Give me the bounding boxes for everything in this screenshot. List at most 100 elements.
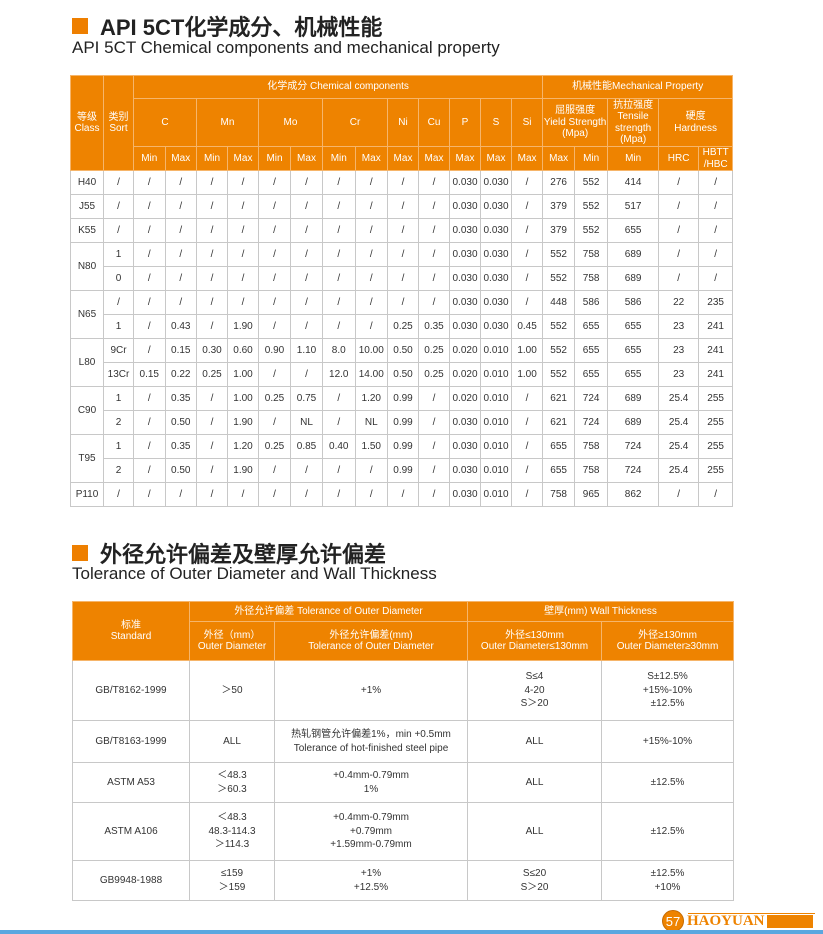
value-cell: / xyxy=(290,458,323,483)
value-cell: 655 xyxy=(607,338,660,363)
value-cell: 241 xyxy=(698,338,734,363)
value-cell: 0.99 xyxy=(387,410,419,435)
value-cell: 724 xyxy=(607,434,660,459)
value-cell: / xyxy=(510,218,544,243)
header-wall-le130: 外径≤130mm Outer Diameter≤130mm xyxy=(467,621,603,661)
value-cell: / xyxy=(290,170,323,195)
value-cell: / xyxy=(133,458,166,483)
value-cell: 724 xyxy=(574,410,609,435)
value-cell: / xyxy=(196,290,228,315)
value-cell: / xyxy=(258,362,291,387)
value-cell: / xyxy=(322,482,356,507)
header-element: Mo xyxy=(258,98,323,147)
value-cell: / xyxy=(258,194,291,219)
header-sub: Max xyxy=(542,146,576,171)
value-cell: 0.030 xyxy=(449,170,481,195)
value-cell: 0.43 xyxy=(164,314,197,339)
value-cell: 1.20 xyxy=(354,386,388,411)
value-cell: 0.030 xyxy=(449,194,481,219)
value-cell: 1.90 xyxy=(227,314,259,339)
value-cell: 1.90 xyxy=(227,458,259,483)
value-cell: / xyxy=(258,242,291,267)
value-cell: 758 xyxy=(574,242,609,267)
value-cell: 0.030 xyxy=(449,218,481,243)
value-cell: 0.010 xyxy=(480,410,512,435)
value-cell: / xyxy=(133,242,166,267)
value-cell: / xyxy=(510,410,544,435)
value-cell: 0.85 xyxy=(290,434,323,459)
value-cell: / xyxy=(322,194,356,219)
value-cell: / xyxy=(103,482,134,507)
value-cell: 0.45 xyxy=(510,314,544,339)
value-cell: 1 xyxy=(103,242,134,267)
value-cell: / xyxy=(196,266,228,291)
value-cell: 552 xyxy=(574,170,609,195)
value-cell: 1.50 xyxy=(354,434,388,459)
value-cell: / xyxy=(290,362,323,387)
value-cell: / xyxy=(196,170,228,195)
value-cell: S≤4 4-20 S＞20 xyxy=(467,660,603,721)
value-cell: / xyxy=(133,410,166,435)
value-cell: 655 xyxy=(542,458,576,483)
value-cell: / xyxy=(290,194,323,219)
value-cell: 0.15 xyxy=(133,362,166,387)
value-cell: 0.50 xyxy=(164,458,197,483)
value-cell: 621 xyxy=(542,386,576,411)
value-cell: 0.030 xyxy=(480,194,512,219)
value-cell: / xyxy=(290,290,323,315)
value-cell: / xyxy=(133,338,166,363)
section1-title: API 5CT化学成分、机械性能 xyxy=(72,10,382,42)
value-cell: 0.50 xyxy=(164,410,197,435)
header-od-group: 外径允许偏差 Tolerance of Outer Diameter xyxy=(188,601,469,622)
value-cell: / xyxy=(698,482,734,507)
value-cell: 0.25 xyxy=(418,338,450,363)
value-cell: / xyxy=(133,290,166,315)
value-cell: 0.010 xyxy=(480,458,512,483)
value-cell: 241 xyxy=(698,314,734,339)
value-cell: ±12.5% xyxy=(601,762,735,803)
value-cell: / xyxy=(510,434,544,459)
value-cell: 1 xyxy=(103,434,134,459)
value-cell: 517 xyxy=(607,194,660,219)
value-cell: 0.22 xyxy=(164,362,197,387)
value-cell: 0.75 xyxy=(290,386,323,411)
bottom-border xyxy=(0,930,823,934)
value-cell: / xyxy=(290,482,323,507)
value-cell: / xyxy=(418,242,450,267)
value-cell: / xyxy=(164,242,197,267)
value-cell: 25.4 xyxy=(658,386,700,411)
value-cell: 655 xyxy=(542,434,576,459)
value-cell: 0.030 xyxy=(480,290,512,315)
header-sub: Max xyxy=(354,146,388,171)
value-cell: / xyxy=(322,458,356,483)
value-cell: 724 xyxy=(607,458,660,483)
chemical-mechanical-table: 等级 Class 类别 Sort 化学成分 Chemical components 机… xyxy=(70,75,734,507)
value-cell: GB/T8162-1999 xyxy=(72,660,190,721)
section2-title: 外径允许偏差及壁厚允许偏差 xyxy=(72,537,386,569)
value-cell: / xyxy=(258,314,291,339)
class-cell: C90 xyxy=(70,386,104,435)
value-cell: 0.30 xyxy=(196,338,228,363)
value-cell: ASTM A53 xyxy=(72,762,190,803)
value-cell: 655 xyxy=(574,338,609,363)
value-cell: 0.50 xyxy=(387,362,419,387)
value-cell: 0.030 xyxy=(449,242,481,267)
value-cell: / xyxy=(290,242,323,267)
header-sub: Min xyxy=(258,146,291,171)
value-cell: / xyxy=(322,266,356,291)
value-cell: 1.90 xyxy=(227,410,259,435)
table-row: 1/0.43/1.90// //0.25 0.35 0.030 0.030 0.45 552… xyxy=(71,314,734,339)
value-cell: / xyxy=(510,386,544,411)
value-cell: / xyxy=(698,266,734,291)
value-cell: / xyxy=(510,458,544,483)
header-sub: Min xyxy=(133,146,166,171)
value-cell: 758 xyxy=(542,482,576,507)
value-cell: / xyxy=(354,482,388,507)
value-cell: 758 xyxy=(574,266,609,291)
value-cell: 0.030 xyxy=(480,218,512,243)
value-cell: 9Cr xyxy=(103,338,134,363)
value-cell: 0.010 xyxy=(480,338,512,363)
header-chemical: 化学成分 Chemical components xyxy=(132,75,544,99)
value-cell: / xyxy=(196,242,228,267)
class-cell: T95 xyxy=(70,434,104,483)
